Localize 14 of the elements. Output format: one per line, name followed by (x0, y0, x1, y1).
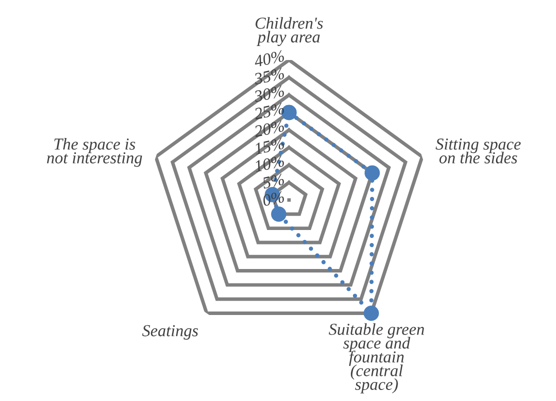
y-tick-label: 35% (253, 68, 285, 85)
spoke-label: Suitable green space and fountain (central space) (328, 323, 424, 394)
y-tick-label: 10% (254, 155, 285, 172)
y-tick-label: 0% (262, 190, 285, 206)
y-tick-label: 40% (253, 50, 285, 68)
spoke-label: Children's play area (256, 17, 323, 46)
y-tick-label: 5% (262, 173, 285, 189)
y-tick-label: 25% (253, 102, 285, 120)
spoke-label: Seatings (142, 325, 198, 340)
y-tick-label: 15% (254, 138, 285, 155)
y-tick-label: 30% (253, 85, 285, 102)
y-tick-label: 20% (253, 120, 285, 138)
spoke-label: The space is not interesting (47, 138, 142, 167)
spoke-label: Sitting space on the sides (436, 138, 521, 164)
